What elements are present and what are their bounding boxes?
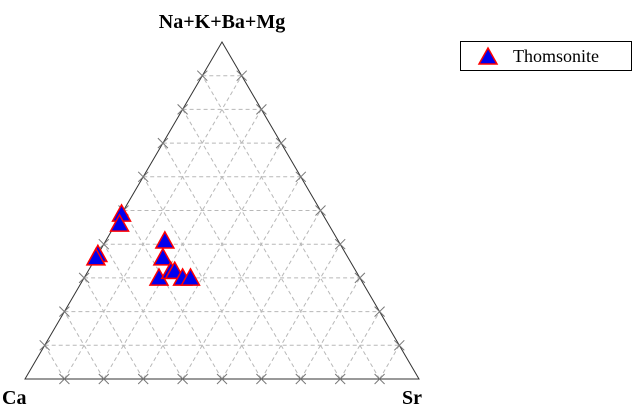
tick-mark	[98, 238, 110, 250]
grid-line	[83, 277, 144, 380]
tick-mark	[315, 205, 326, 216]
apex-label-left: Ca	[2, 387, 26, 409]
tick-mark	[177, 104, 188, 115]
tick-mark	[157, 137, 169, 149]
tick-mark	[334, 373, 346, 385]
grid-line	[339, 311, 381, 380]
tick-mark	[216, 373, 228, 385]
grid-line	[379, 345, 400, 380]
triangle-marker-icon	[477, 46, 499, 65]
grid-line	[142, 142, 282, 380]
grid-line	[162, 142, 302, 380]
tick-mark	[374, 306, 385, 317]
grid-line	[221, 210, 321, 380]
tick-mark	[196, 70, 208, 82]
tick-mark	[256, 104, 267, 115]
tick-mark	[334, 238, 346, 250]
data-points	[85, 203, 201, 286]
tick-mark	[295, 373, 307, 385]
grid-line	[44, 345, 65, 380]
data-point-thomsonite	[180, 267, 201, 286]
tick-mark	[59, 373, 70, 385]
grid-line	[260, 243, 341, 380]
tick-mark	[137, 373, 149, 385]
tick-mark	[177, 373, 188, 385]
tick-mark	[78, 272, 90, 284]
legend: Thomsonite	[460, 41, 632, 71]
tick-mark	[354, 272, 366, 284]
tick-mark	[236, 70, 248, 82]
tick-mark	[393, 339, 405, 351]
tick-mark	[295, 171, 307, 183]
tick-mark	[137, 171, 149, 183]
tick-marks	[39, 70, 405, 385]
grid-line	[300, 277, 361, 380]
apex-label-top: Na+K+Ba+Mg	[159, 11, 285, 33]
tick-mark	[98, 373, 110, 385]
data-point-thomsonite	[85, 247, 107, 266]
grid-line	[123, 210, 223, 380]
legend-label-thomsonite: Thomsonite	[513, 46, 599, 66]
grid-line	[201, 75, 381, 380]
apex-label-right: Sr	[402, 387, 422, 409]
tick-mark	[275, 137, 287, 149]
tick-mark	[39, 339, 51, 351]
tick-mark	[374, 373, 385, 385]
tick-mark	[59, 306, 70, 317]
grid-line	[63, 75, 243, 380]
data-point-thomsonite	[109, 213, 130, 232]
grid-lines	[44, 75, 400, 380]
grid-line	[63, 311, 105, 380]
data-point-thomsonite	[152, 247, 174, 266]
tick-mark	[256, 373, 267, 385]
grid-line	[103, 243, 184, 380]
data-point-thomsonite	[154, 230, 176, 249]
